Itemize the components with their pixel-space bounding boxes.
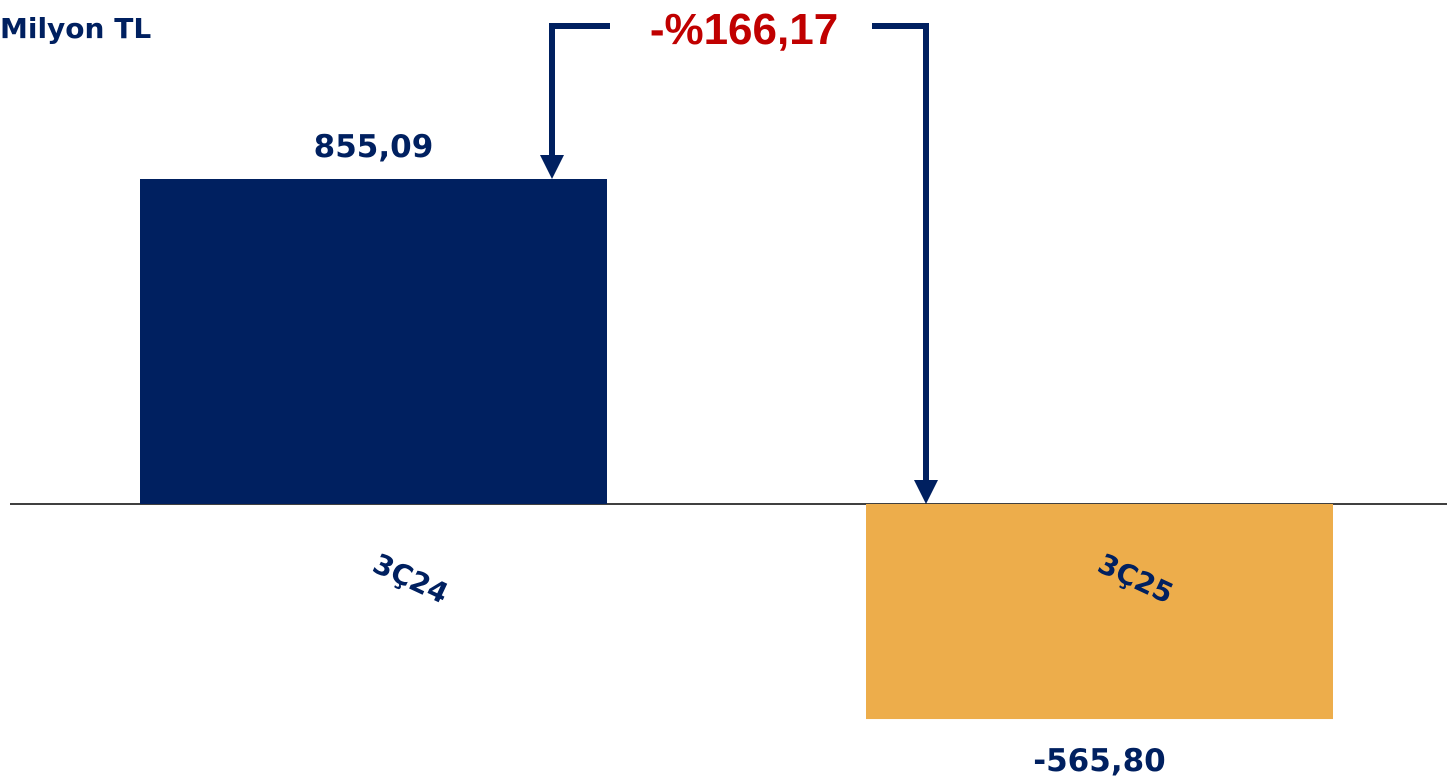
change-connector-left bbox=[549, 23, 610, 157]
change-connector-right bbox=[872, 23, 929, 482]
bar-1 bbox=[140, 179, 607, 504]
change-arrowhead-right bbox=[914, 480, 938, 504]
bar-2 bbox=[866, 504, 1333, 720]
change-percent-label: -%166,17 bbox=[650, 5, 838, 54]
bars-layer bbox=[140, 179, 1333, 720]
unit-label: Milyon TL bbox=[0, 12, 151, 45]
value-label-2: -565,80 bbox=[1033, 743, 1166, 779]
category-label-1: 3Ç24 bbox=[368, 547, 454, 610]
change-arrowhead-left bbox=[540, 155, 564, 179]
value-label-1: 855,09 bbox=[314, 129, 434, 165]
change-annotation: -%166,17 bbox=[540, 5, 938, 504]
